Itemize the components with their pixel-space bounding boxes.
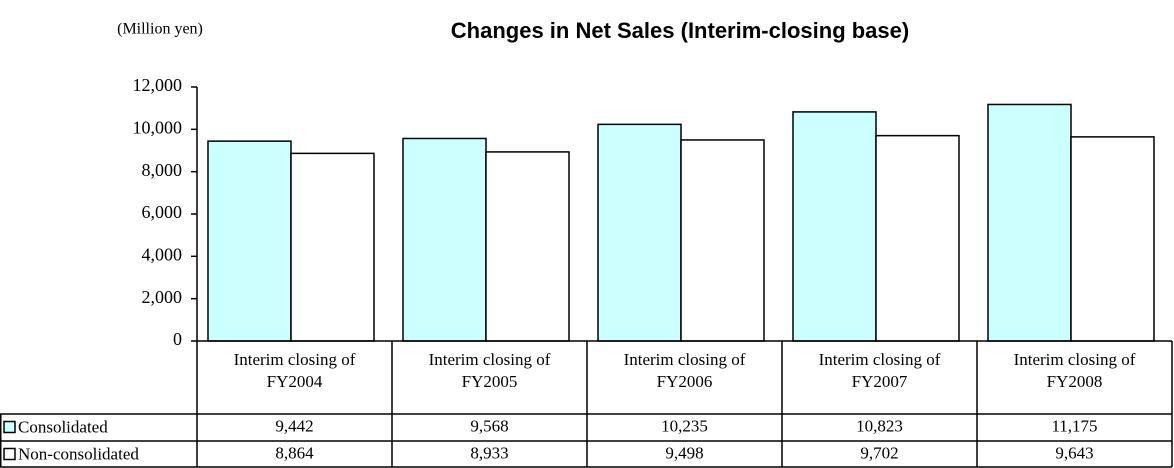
unit-label: (Million yen) (117, 21, 203, 38)
x-tick-label: Interim closing of FY2008 (1013, 349, 1136, 391)
y-tick-label: 12,000 (133, 75, 183, 95)
table-value: 9,643 (1055, 443, 1093, 462)
legend-swatch (3, 447, 16, 461)
legend-label: Non-consolidated (18, 444, 139, 463)
bar (875, 134, 960, 342)
bar (290, 152, 375, 342)
bar (680, 139, 765, 342)
table-value: 8,864 (275, 443, 314, 462)
bar (792, 111, 877, 342)
legend-swatch (3, 420, 16, 434)
y-tick-label: 10,000 (133, 117, 183, 137)
y-tick-label: 4,000 (142, 244, 183, 264)
bar (402, 137, 487, 342)
bar (987, 103, 1072, 342)
table-value: 10,235 (661, 416, 708, 435)
table-value: 9,568 (470, 416, 508, 435)
table-value: 11,175 (1051, 416, 1097, 435)
table-value: 9,442 (275, 416, 313, 435)
chart-title: Changes in Net Sales (Interim-closing ba… (451, 18, 909, 43)
x-tick-label: Interim closing of FY2005 (428, 349, 551, 391)
x-tick-label: Interim closing of FY2004 (233, 349, 356, 391)
legend-label: Consolidated (18, 417, 108, 436)
table-value: 10,823 (856, 416, 903, 435)
y-tick-label: 0 (173, 329, 182, 349)
table-value: 9,498 (665, 443, 703, 462)
x-tick-label: Interim closing of FY2007 (818, 349, 941, 391)
table-value: 9,702 (860, 443, 898, 462)
x-tick-label: Interim closing of FY2006 (623, 349, 746, 391)
y-tick-label: 2,000 (142, 287, 183, 307)
bar (1070, 136, 1155, 342)
bar (207, 140, 292, 342)
bar (597, 123, 682, 342)
y-tick-label: 8,000 (142, 160, 183, 180)
bar (485, 151, 570, 342)
y-tick-label: 6,000 (142, 202, 183, 222)
table-value: 8,933 (470, 443, 508, 462)
